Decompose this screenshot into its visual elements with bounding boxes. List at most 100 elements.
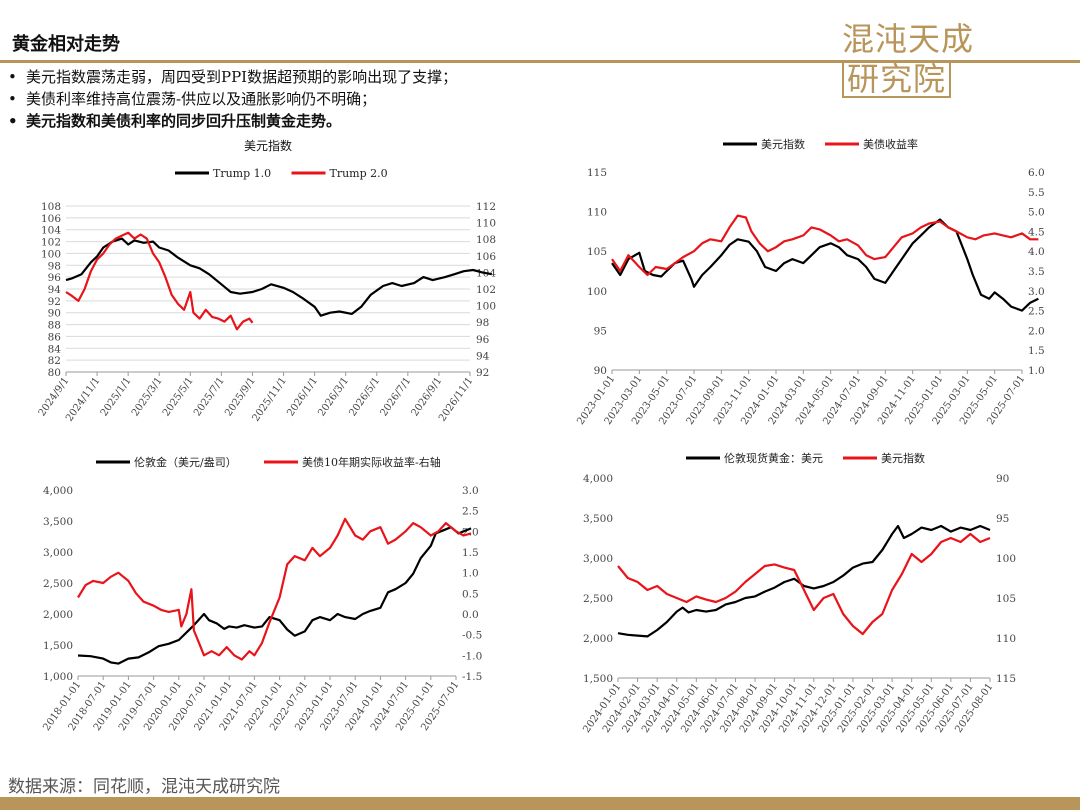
series-line <box>611 214 1039 277</box>
y-right-tick-label: 112 <box>476 201 496 213</box>
y-left-tick-label: 100 <box>41 248 61 260</box>
y-left-tick-label: 3,500 <box>43 516 73 528</box>
x-tick-label: 2026/7/1 <box>379 375 414 418</box>
y-right-tick-label: 3.0 <box>1028 286 1045 298</box>
y-right-tick-label: -1.0 <box>462 650 482 662</box>
x-tick-label: 2026/9/1 <box>410 375 445 418</box>
y-left-tick-label: 3,500 <box>583 513 613 525</box>
bullet-text: 美债利率维持高位震荡-供应以及通胀影响仍不明确； <box>26 90 377 108</box>
bullet-list: • 美元指数震荡走弱，周四受到PPI数据超预期的影响出现了支撑； • 美债利率维持高… <box>8 66 1078 132</box>
y-right-tick-label: 2.5 <box>462 506 479 518</box>
logo-main: 混沌天成 <box>842 20 975 58</box>
y-left-tick-label: 104 <box>41 225 61 237</box>
y-left-tick-label: 90 <box>48 308 61 320</box>
legend-label: 美元指数 <box>761 137 805 151</box>
series-line <box>77 517 472 661</box>
y-left-tick-label: 2,500 <box>43 578 73 590</box>
y-left-tick-label: 115 <box>587 167 607 179</box>
chart-title: 美元指数 <box>244 138 292 153</box>
series-line <box>617 532 991 636</box>
header: 黄金相对走势 混沌天成研究院 <box>0 0 1080 98</box>
x-tick-label: 2026/1/1 <box>285 375 320 418</box>
x-tick-label: 2025/3/1 <box>130 375 165 418</box>
y-right-tick-label: 4.5 <box>1028 226 1045 238</box>
y-right-tick-label: 1.5 <box>462 547 479 559</box>
y-right-tick-label: 94 <box>476 350 490 362</box>
y-left-tick-label: 96 <box>48 272 62 284</box>
y-right-tick-label: 5.0 <box>1028 207 1045 219</box>
y-right-tick-label: 108 <box>476 234 496 246</box>
x-tick-label: 2025/1/1 <box>99 375 134 418</box>
header-rule <box>0 60 1080 63</box>
x-tick-label: 2025/9/1 <box>223 375 258 418</box>
y-right-tick-label: 2.5 <box>1028 306 1045 318</box>
legend-label: 伦敦现货黄金：美元 <box>724 451 823 465</box>
y-right-tick-label: 110 <box>996 633 1016 645</box>
bullet-item: • 美元指数震荡走弱，周四受到PPI数据超预期的影响出现了支撑； <box>8 66 1078 88</box>
y-right-tick-label: 110 <box>476 218 496 230</box>
bullet-marker: • <box>8 68 17 86</box>
y-left-tick-label: 110 <box>587 207 607 219</box>
y-right-tick-label: 102 <box>476 284 496 296</box>
page-title: 黄金相对走势 <box>12 34 120 55</box>
y-left-tick-label: 106 <box>41 213 61 225</box>
y-right-tick-label: 1.5 <box>1028 345 1045 357</box>
legend-label: Trump 2.0 <box>330 167 388 180</box>
source-note: 数据来源：同花顺，混沌天成研究院 <box>8 777 280 797</box>
y-left-tick-label: 3,000 <box>583 553 613 565</box>
legend-label: 美债收益率 <box>863 137 918 151</box>
y-right-tick-label: 0.5 <box>462 588 479 600</box>
series-line <box>77 526 472 665</box>
y-left-tick-label: 92 <box>48 296 61 308</box>
y-right-tick-label: 96 <box>476 334 490 346</box>
y-right-tick-label: 6.0 <box>1028 167 1045 179</box>
legend-label: 伦敦金（美元/盎司） <box>134 455 237 469</box>
series-line <box>617 524 991 638</box>
y-right-tick-label: 105 <box>996 593 1016 605</box>
y-right-tick-label: 98 <box>476 317 489 329</box>
y-left-tick-label: 100 <box>587 286 607 298</box>
y-right-tick-label: 1.0 <box>462 568 479 580</box>
y-left-tick-label: 88 <box>48 320 61 332</box>
y-right-tick-label: 1.0 <box>1028 365 1045 377</box>
gold-vs-usd-chart: 伦敦现货黄金：美元 美元指数 1,500 2,000 2,500 3,000 3,500 4,… <box>581 451 1016 735</box>
bullet-text: 美元指数和美债利率的同步回升压制黄金走势。 <box>26 112 342 130</box>
y-left-tick-label: 1,500 <box>583 673 613 685</box>
bullet-item: • 美债利率维持高位震荡-供应以及通胀影响仍不明确； <box>8 88 1078 110</box>
logo: 混沌天成研究院 <box>842 14 1080 98</box>
y-left-tick-label: 105 <box>587 246 607 258</box>
y-right-tick-label: 106 <box>476 251 496 263</box>
bullet-marker: • <box>8 112 18 130</box>
y-left-tick-label: 94 <box>48 284 62 296</box>
y-left-tick-label: 82 <box>48 355 61 367</box>
bullet-text: 美元指数震荡走弱，周四受到PPI数据超预期的影响出现了支撑； <box>26 68 458 86</box>
y-left-tick-label: 80 <box>48 367 61 379</box>
series-line <box>65 237 493 317</box>
x-tick-label: 2024/9/1 <box>37 375 72 418</box>
x-tick-label: 2025/7/1 <box>192 375 227 418</box>
x-tick-label: 2026/5/1 <box>347 375 382 418</box>
y-right-tick-label: 4.0 <box>1028 246 1045 258</box>
y-left-tick-label: 95 <box>594 325 607 337</box>
y-right-tick-label: 2.0 <box>1028 325 1045 337</box>
y-left-tick-label: 2,000 <box>43 609 73 621</box>
legend-label: Trump 1.0 <box>213 167 271 180</box>
usd-index-vs-yield-chart: 美元指数 美债收益率 90 95 100 105 110 115 1.0 1.5 2.0 2.5 3.0… <box>575 137 1045 427</box>
footer-bar <box>0 797 1080 810</box>
legend-label: 美元指数 <box>881 451 925 465</box>
y-right-tick-label: 92 <box>476 367 489 379</box>
y-left-tick-label: 4,000 <box>583 473 613 485</box>
y-right-tick-label: 100 <box>476 301 496 313</box>
y-right-tick-label: 95 <box>996 513 1009 525</box>
gold-vs-real-yield-chart: 伦敦金（美元/盎司） 美债10年期实际收益率-右轴 1,000 1,500 2,000 2… <box>41 455 482 733</box>
y-left-tick-label: 3,000 <box>43 547 73 559</box>
y-left-tick-label: 84 <box>48 343 62 355</box>
x-tick-label: 2025/5/1 <box>161 375 196 418</box>
y-left-tick-label: 1,500 <box>43 640 73 652</box>
y-left-tick-label: 86 <box>48 331 62 343</box>
y-right-tick-label: 3.0 <box>462 485 479 497</box>
y-right-tick-label: 5.5 <box>1028 187 1045 199</box>
y-right-tick-label: -1.5 <box>462 671 482 683</box>
bullet-marker: • <box>8 90 17 108</box>
